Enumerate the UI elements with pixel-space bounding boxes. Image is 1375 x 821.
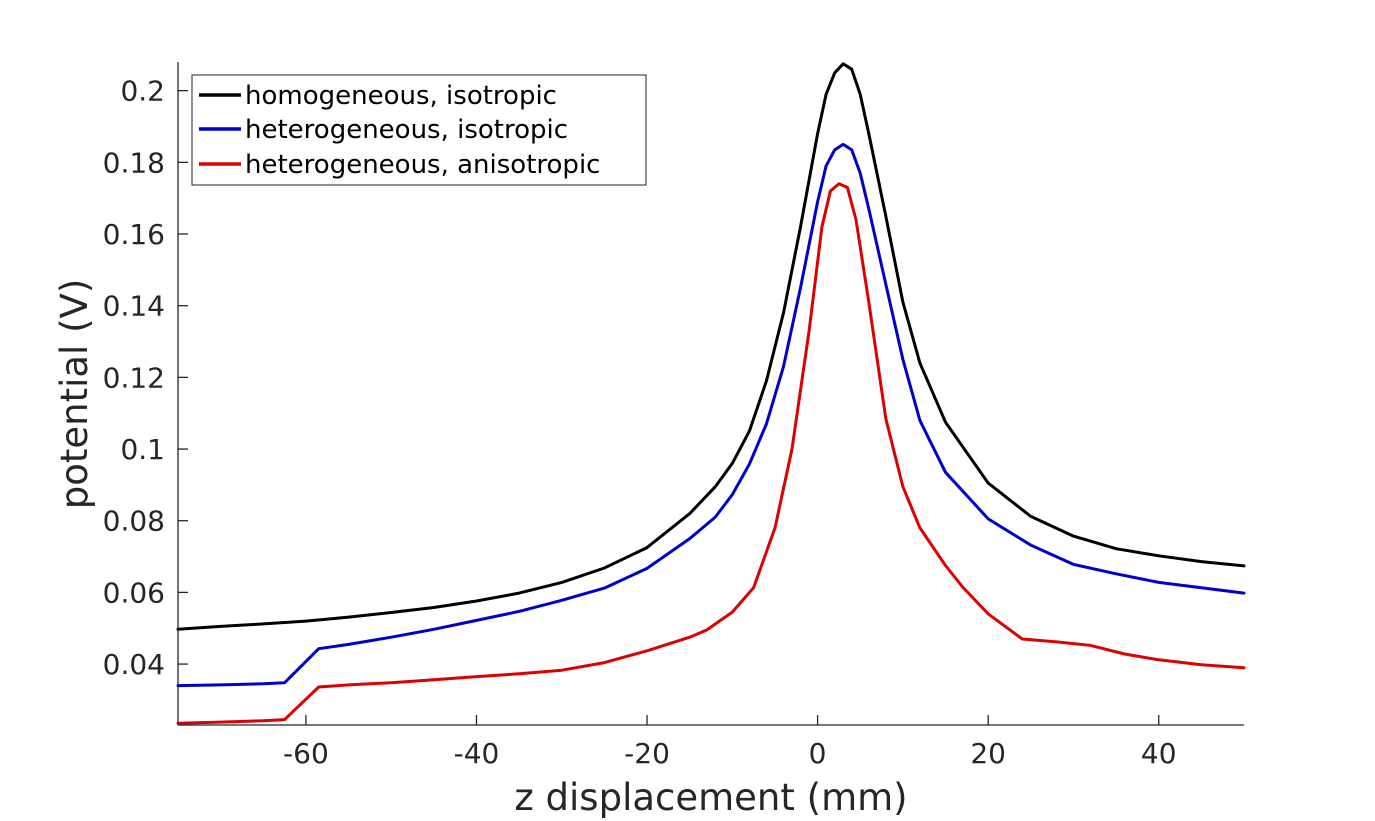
legend: homogeneous, isotropic heterogeneous, is… xyxy=(191,74,647,186)
y-tick-label: 0.14 xyxy=(103,290,165,323)
series-line-heterogeneous-isotropic xyxy=(176,142,1246,688)
series-lines xyxy=(176,62,1246,725)
legend-label-homogeneous-isotropic: homogeneous, isotropic xyxy=(245,81,557,111)
series-line-homogeneous-isotropic xyxy=(176,62,1246,631)
y-tick-label: 0.06 xyxy=(103,576,165,609)
y-tick-label: 0.18 xyxy=(103,146,165,179)
x-axis-ticks: -60 -40 -20 0 20 40 xyxy=(283,715,1177,770)
y-tick-label: 0.04 xyxy=(103,648,165,681)
y-axis-ticks: 0.04 0.06 0.08 0.1 0.12 0.14 0.16 0.18 0.2 xyxy=(103,75,188,681)
x-tick-label: -60 xyxy=(283,737,329,770)
legend-box xyxy=(191,74,647,186)
y-tick-label: 0.16 xyxy=(103,218,165,251)
legend-label-heterogeneous-anisotropic: heterogeneous, anisotropic xyxy=(245,150,600,180)
legend-label-heterogeneous-isotropic: heterogeneous, isotropic xyxy=(245,115,568,145)
x-tick-label: 20 xyxy=(970,737,1006,770)
x-tick-label: -40 xyxy=(454,737,500,770)
y-tick-label: 0.12 xyxy=(103,361,165,394)
y-tick-label: 0.08 xyxy=(103,505,165,538)
y-tick-label: 0.1 xyxy=(120,433,165,466)
y-axis-title: potential (V) xyxy=(53,279,96,510)
series-line-heterogeneous-anisotropic xyxy=(176,182,1246,725)
x-tick-label: -20 xyxy=(624,737,670,770)
x-tick-label: 40 xyxy=(1141,737,1177,770)
x-tick-label: 0 xyxy=(809,737,827,770)
x-axis-title: z displacement (mm) xyxy=(514,776,907,819)
y-tick-label: 0.2 xyxy=(120,75,165,108)
